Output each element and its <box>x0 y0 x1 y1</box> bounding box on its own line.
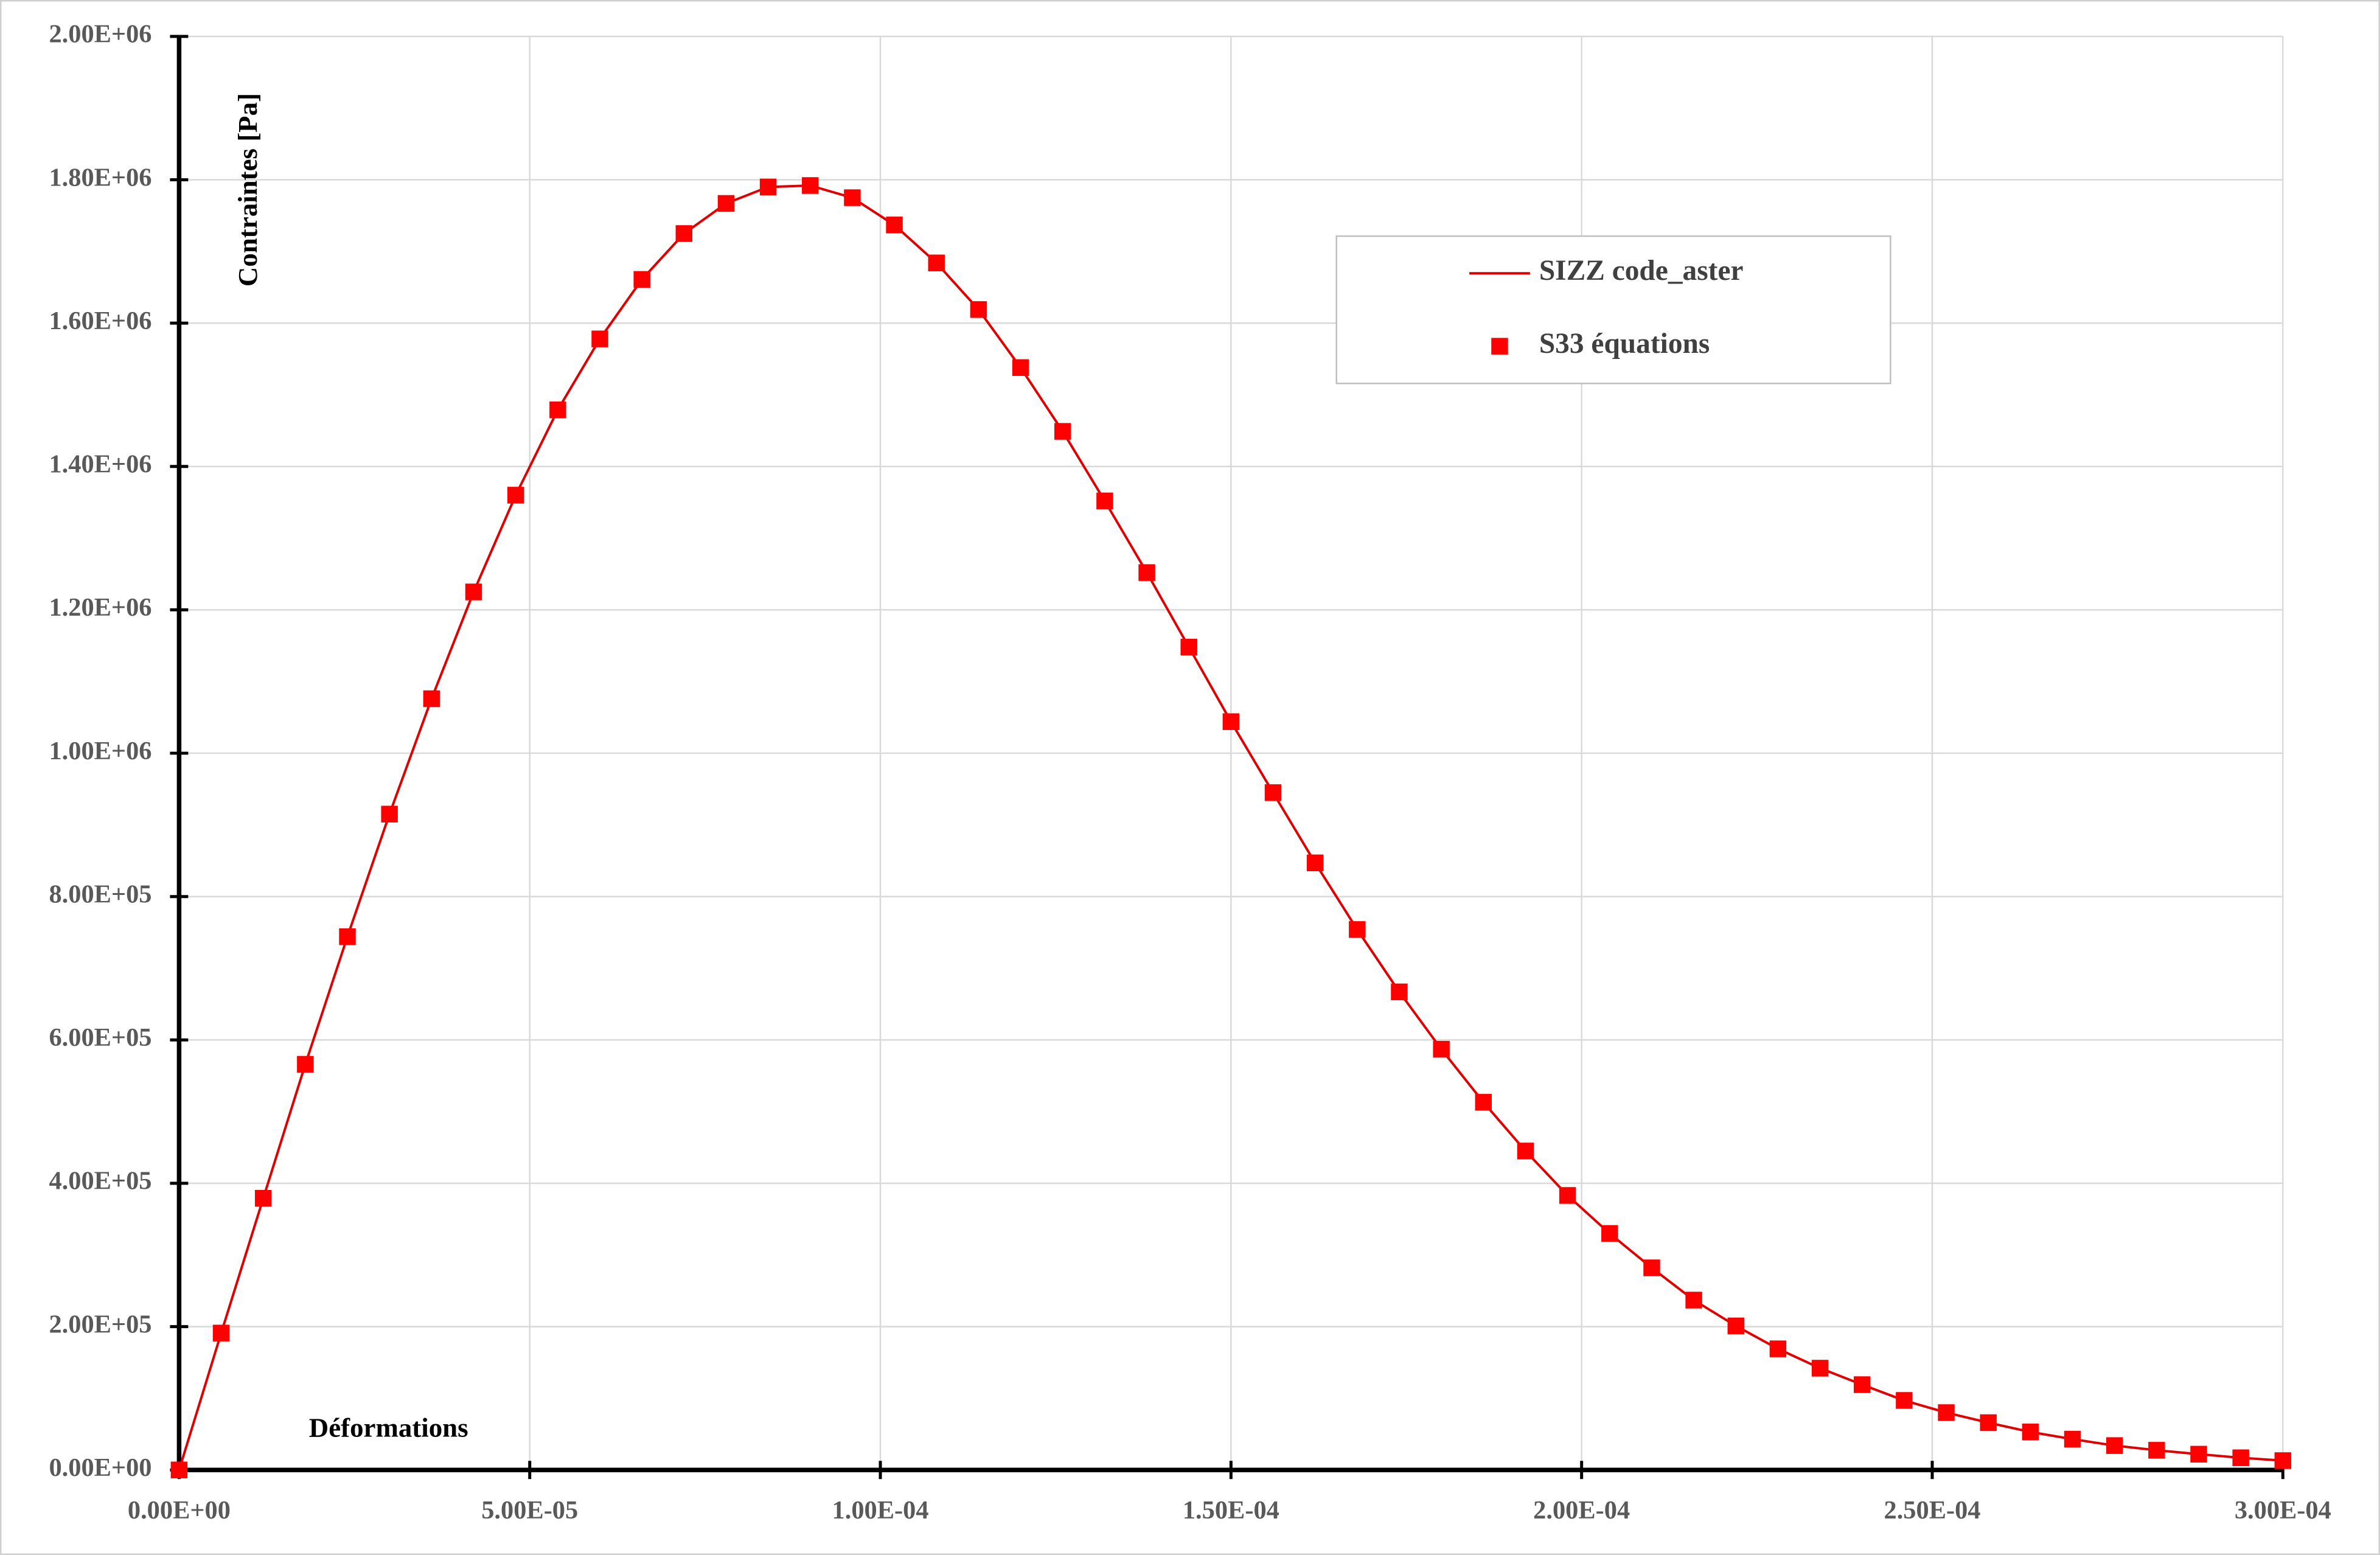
marker <box>1685 1292 1702 1309</box>
marker <box>886 217 903 234</box>
marker <box>1643 1259 1660 1276</box>
marker <box>1391 983 1408 1001</box>
y-tick-label: 4.00E+05 <box>49 1167 151 1195</box>
marker <box>2022 1424 2039 1441</box>
marker <box>759 178 777 196</box>
marker <box>1222 713 1240 730</box>
marker <box>1517 1143 1534 1160</box>
marker <box>2274 1452 2292 1469</box>
marker <box>675 225 693 242</box>
marker <box>1054 423 1071 440</box>
y-tick-label: 0.00E+00 <box>49 1453 151 1482</box>
y-tick-label: 6.00E+05 <box>49 1023 151 1052</box>
marker <box>297 1056 314 1073</box>
y-tick-label: 1.40E+06 <box>49 450 151 479</box>
marker <box>717 195 735 212</box>
marker <box>802 177 819 194</box>
marker <box>1938 1404 1955 1421</box>
marker <box>2106 1437 2123 1454</box>
marker <box>1854 1376 1871 1393</box>
x-tick-label: 2.50E-04 <box>1884 1496 1981 1525</box>
x-axis-title: Déformations <box>309 1413 468 1443</box>
marker <box>549 401 566 419</box>
x-tick-label: 5.00E-05 <box>481 1496 578 1525</box>
legend-label: SIZZ code_aster <box>1539 255 1744 287</box>
marker <box>2232 1449 2249 1466</box>
marker <box>1559 1187 1576 1204</box>
marker <box>1896 1392 1913 1409</box>
marker <box>928 254 945 271</box>
marker <box>339 928 356 945</box>
marker <box>212 1324 230 1341</box>
marker <box>1012 359 1029 376</box>
marker <box>507 487 524 504</box>
marker <box>970 301 987 318</box>
marker <box>1433 1040 1450 1058</box>
legend-marker <box>1491 338 1508 355</box>
marker <box>2148 1442 2165 1459</box>
marker <box>170 1461 188 1478</box>
legend-label: S33 équations <box>1539 328 1710 360</box>
legend: SIZZ code_aster S33 équations <box>1335 235 1891 384</box>
marker <box>633 271 650 288</box>
y-tick-label: 1.60E+06 <box>49 307 151 335</box>
marker <box>1138 564 1155 581</box>
y-tick-label: 2.00E+06 <box>49 20 151 49</box>
marker <box>465 583 482 600</box>
x-tick-label: 0.00E+00 <box>128 1496 231 1525</box>
x-tick-label: 1.00E-04 <box>832 1496 929 1525</box>
marker <box>1980 1414 1997 1432</box>
marker <box>1601 1225 1618 1242</box>
marker <box>1349 921 1366 938</box>
marker <box>1180 638 1197 656</box>
x-tick-label: 3.00E-04 <box>2235 1496 2331 1525</box>
marker <box>591 330 608 347</box>
y-tick-label: 2.00E+05 <box>49 1310 151 1338</box>
marker <box>1769 1340 1787 1357</box>
x-tick-label: 1.50E-04 <box>1183 1496 1279 1525</box>
y-tick-label: 1.00E+06 <box>49 737 151 765</box>
marker <box>1475 1094 1492 1111</box>
marker <box>423 690 440 708</box>
marker <box>844 189 861 206</box>
plot <box>170 177 2292 1478</box>
marker <box>254 1189 272 1207</box>
legend-box <box>1335 235 1891 384</box>
marker <box>2064 1430 2081 1448</box>
x-tick-label: 2.00E-04 <box>1533 1496 1630 1525</box>
y-tick-label: 8.00E+05 <box>49 880 151 908</box>
y-tick-label: 1.20E+06 <box>49 593 151 622</box>
marker <box>1306 854 1324 872</box>
marker <box>1727 1317 1744 1335</box>
marker <box>2190 1445 2207 1463</box>
marker <box>1264 784 1282 801</box>
marker <box>381 805 398 823</box>
y-tick-label: 1.80E+06 <box>49 163 151 192</box>
y-axis-title: Contraintes [Pa] <box>232 93 263 287</box>
marker <box>1096 492 1113 510</box>
marker <box>1811 1360 1829 1377</box>
grid: 0.00E+00 2.00E+05 4.00E+05 6.00E+05 8.00E+05… <box>49 20 2331 1525</box>
